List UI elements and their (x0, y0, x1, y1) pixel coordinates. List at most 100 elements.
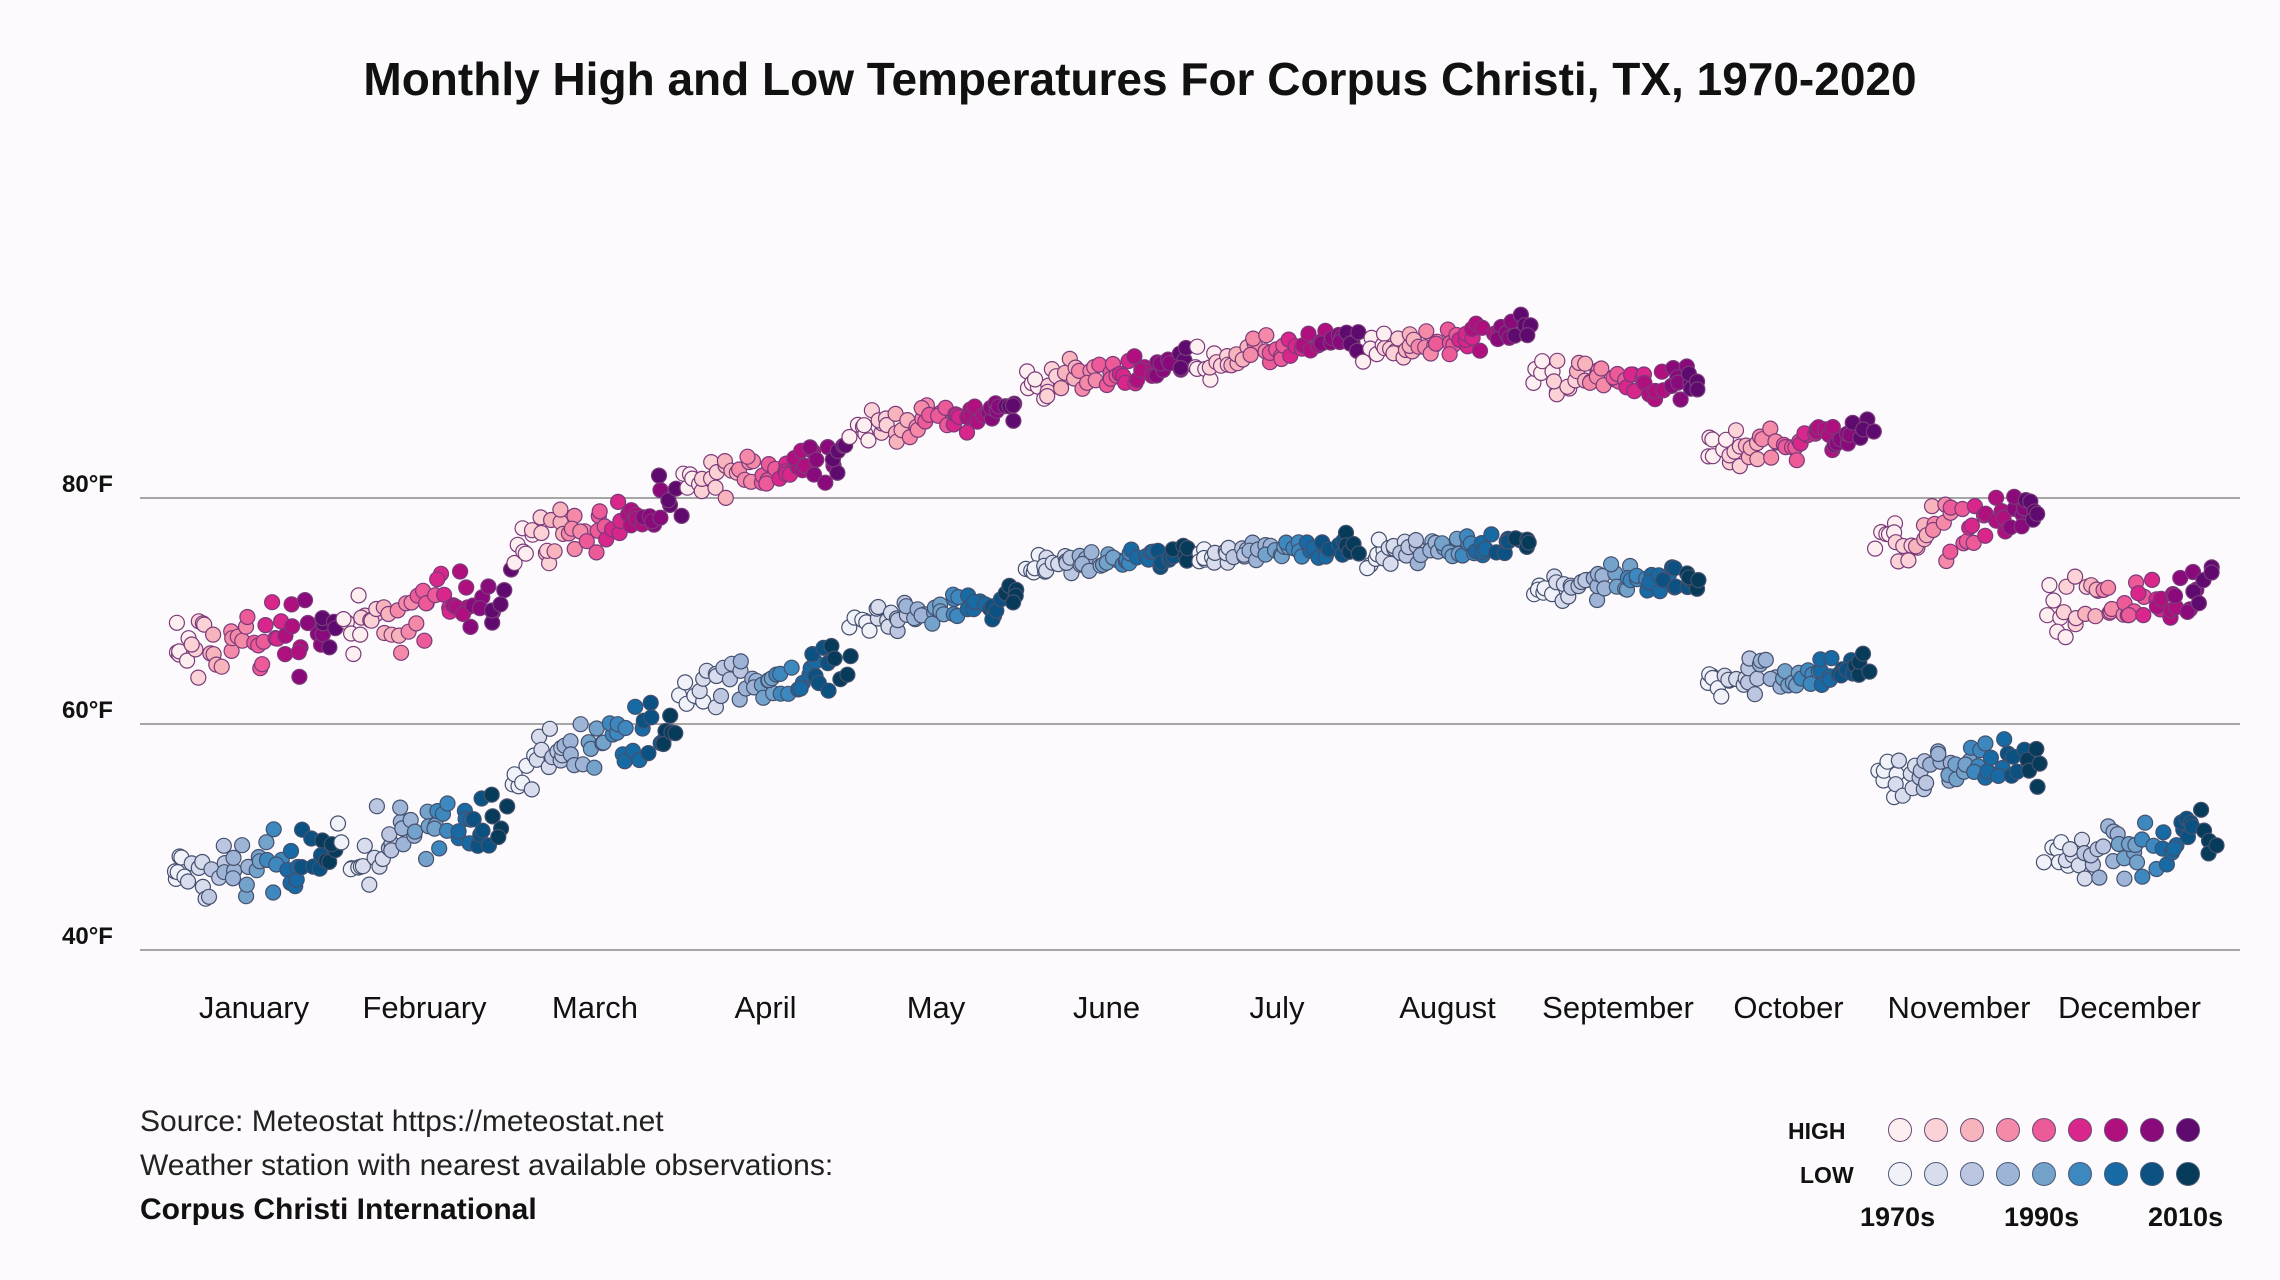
low-point (2116, 870, 2133, 887)
high-point (1577, 355, 1594, 372)
high-point (829, 464, 846, 481)
high-point (1977, 527, 1994, 544)
low-point (2095, 838, 2112, 855)
low-point (541, 720, 559, 737)
high-point (283, 596, 300, 613)
low-point (406, 823, 424, 840)
low-point (484, 808, 501, 825)
low-point (1917, 774, 1935, 792)
high-point (1727, 422, 1745, 439)
source-line: Source: Meteostat https://meteostat.net (140, 1105, 664, 1138)
y-tick-label: 60°F (62, 697, 113, 724)
high-point (652, 509, 669, 526)
high-point (393, 644, 410, 661)
high-point (458, 579, 475, 596)
low-point (2134, 868, 2151, 885)
high-point (1689, 381, 1706, 398)
legend-high-swatch (1996, 1118, 2020, 1142)
high-point (1172, 359, 1189, 377)
high-point (1866, 540, 1884, 557)
low-point (224, 870, 242, 887)
high-point (517, 545, 534, 562)
low-point (1982, 749, 2000, 766)
low-point (215, 837, 232, 854)
low-point (655, 735, 672, 753)
high-point (1865, 423, 1882, 440)
low-point (1004, 594, 1022, 611)
legend-decade-start: 1970s (1860, 1202, 1936, 1232)
legend-low-swatch (1960, 1162, 1984, 1186)
low-point (642, 694, 659, 711)
high-point (1005, 412, 1022, 429)
high-point (277, 645, 294, 663)
low-point (2091, 869, 2108, 886)
gridlines (140, 497, 2240, 951)
high-point (660, 492, 677, 509)
legend-high-label: HIGH (1788, 1118, 1846, 1144)
high-point (2203, 564, 2220, 581)
high-point (1593, 360, 1610, 377)
low-point (474, 822, 491, 839)
high-point (284, 618, 301, 635)
low-point (1996, 731, 2013, 748)
high-point (1549, 352, 1566, 369)
low-point (826, 650, 843, 667)
low-point (490, 828, 507, 846)
low-point (2208, 837, 2225, 854)
low-point (732, 653, 749, 670)
legend-decade-mid: 1990s (2004, 1202, 2080, 1232)
low-point (2073, 831, 2091, 848)
low-point (792, 680, 809, 697)
station-name: Corpus Christi International (140, 1193, 537, 1226)
high-point (345, 645, 362, 663)
low-point (1746, 686, 1764, 703)
legend-low-swatch (2104, 1162, 2128, 1186)
low-point (523, 781, 540, 798)
high-point (335, 610, 352, 628)
high-point (264, 594, 281, 611)
high-point (2029, 505, 2046, 523)
legend-low-swatch (1996, 1162, 2020, 1186)
low-point (586, 759, 603, 776)
high-point (2179, 603, 2196, 621)
high-point (2166, 587, 2184, 605)
low-point (667, 724, 684, 742)
legend-high-swatch (2032, 1118, 2056, 1142)
low-point (2076, 870, 2093, 887)
legend-high-swatch (1960, 1118, 1984, 1142)
high-point (1258, 327, 1275, 344)
legend-high-swatch (1924, 1118, 1948, 1142)
low-point (439, 795, 456, 812)
high-point (717, 489, 734, 506)
low-point (1483, 526, 1500, 543)
x-tick-label-july: July (1249, 990, 1305, 1025)
high-point (1763, 449, 1780, 466)
high-point (190, 669, 207, 686)
high-point (1788, 452, 1805, 469)
low-point (361, 876, 378, 893)
high-point (2041, 576, 2058, 594)
high-point (239, 608, 256, 626)
low-point (2029, 778, 2046, 795)
y-axis-labels: 40°F 60°F 80°F (62, 471, 113, 950)
high-point (1963, 517, 1981, 534)
high-point (480, 578, 497, 595)
high-point (1375, 325, 1393, 342)
low-point (1854, 645, 1872, 662)
low-point (2128, 854, 2146, 871)
high-points (168, 306, 2220, 686)
high-point (506, 554, 523, 572)
low-point (1977, 735, 1994, 752)
x-tick-label-march: March (552, 990, 638, 1025)
high-point (168, 614, 185, 631)
high-point (408, 615, 425, 632)
low-point (1407, 531, 1425, 549)
low-point (2028, 740, 2045, 758)
legend-low-swatch (1888, 1162, 1912, 1186)
legend-low-swatch (2032, 1162, 2056, 1186)
low-point (431, 840, 448, 857)
high-point (1350, 324, 1367, 341)
high-point (350, 587, 367, 604)
high-point (2135, 606, 2152, 624)
high-point (1824, 419, 1841, 436)
